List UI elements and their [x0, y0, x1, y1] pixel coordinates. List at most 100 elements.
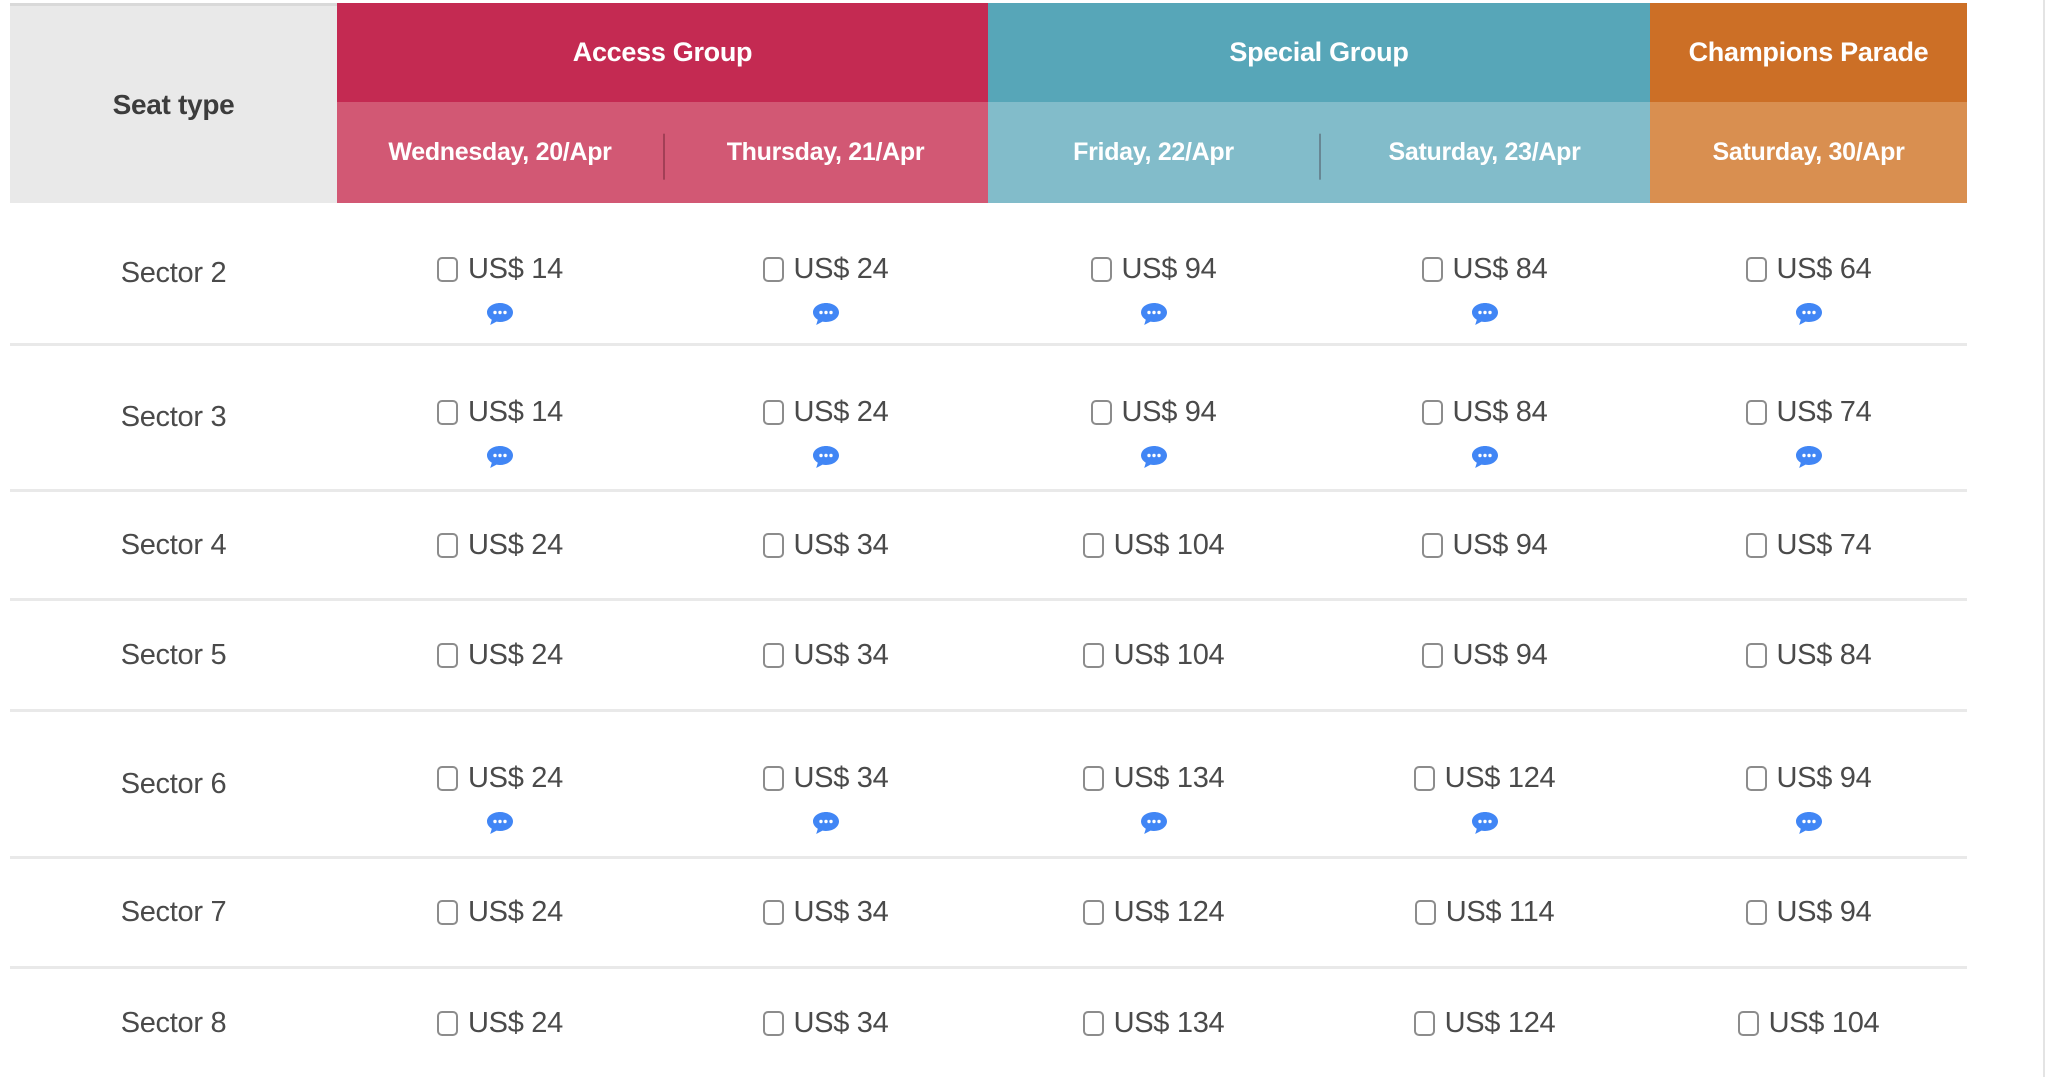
price-checkbox[interactable] [437, 257, 459, 282]
price-option[interactable]: US$ 134 [1082, 1007, 1225, 1040]
comment-bubble-icon[interactable] [1140, 302, 1168, 326]
price-option[interactable]: US$ 124 [1413, 762, 1556, 795]
price-option[interactable]: US$ 94 [1745, 762, 1872, 795]
price-option[interactable]: US$ 94 [1421, 529, 1548, 562]
price-checkbox[interactable] [762, 532, 784, 558]
comment-bubble-icon[interactable] [1140, 445, 1168, 469]
price-option[interactable]: US$ 24 [762, 253, 889, 286]
price-option[interactable]: US$ 94 [1090, 396, 1217, 429]
price-option[interactable]: US$ 74 [1745, 529, 1872, 562]
comment-bubble-icon[interactable] [812, 445, 840, 469]
price-checkbox[interactable] [1745, 400, 1767, 425]
comment-bubble-icon[interactable] [812, 302, 840, 326]
price-checkbox[interactable] [1082, 900, 1104, 925]
price-checkbox[interactable] [437, 1010, 459, 1036]
price-option[interactable]: US$ 94 [1745, 896, 1872, 929]
price-checkbox[interactable] [762, 400, 784, 425]
price-option[interactable]: US$ 104 [1737, 1007, 1880, 1040]
price-checkbox[interactable] [762, 900, 784, 925]
table-row: Sector 7 US$ 24 US$ 34 [10, 859, 1967, 969]
price-checkbox[interactable] [1421, 642, 1443, 668]
price-option[interactable]: US$ 24 [437, 762, 563, 795]
price-label: US$ 24 [468, 1006, 563, 1039]
price-checkbox[interactable] [1413, 1010, 1435, 1036]
price-checkbox[interactable] [1745, 257, 1767, 282]
price-cell: US$ 84 [1319, 346, 1650, 489]
comment-bubble-icon[interactable] [1140, 811, 1168, 835]
table-row: Sector 6 US$ 24 US$ 34 [10, 712, 1967, 859]
price-option[interactable]: US$ 34 [762, 896, 889, 929]
price-checkbox[interactable] [1737, 1010, 1759, 1036]
price-checkbox[interactable] [1090, 400, 1112, 425]
price-checkbox[interactable] [437, 900, 459, 925]
price-checkbox[interactable] [762, 257, 784, 282]
price-checkbox[interactable] [1421, 532, 1443, 558]
price-cell: US$ 94 [1319, 492, 1650, 598]
price-option[interactable]: US$ 84 [1421, 396, 1548, 429]
price-checkbox[interactable] [437, 532, 459, 558]
seat-type-cell: Sector 4 [10, 492, 337, 598]
price-cell: US$ 74 [1650, 346, 1967, 489]
comment-bubble-icon[interactable] [1471, 445, 1499, 469]
price-option[interactable]: US$ 24 [762, 396, 889, 429]
price-checkbox[interactable] [1090, 257, 1112, 282]
comment-bubble-icon[interactable] [486, 811, 514, 835]
price-option[interactable]: US$ 74 [1745, 396, 1872, 429]
price-checkbox[interactable] [1082, 1010, 1104, 1036]
price-option[interactable]: US$ 24 [437, 896, 563, 929]
table-row: Sector 8 US$ 24 US$ 34 [10, 969, 1967, 1077]
price-option[interactable]: US$ 14 [437, 396, 563, 429]
price-option[interactable]: US$ 84 [1745, 638, 1872, 672]
price-checkbox[interactable] [1745, 766, 1767, 791]
price-checkbox[interactable] [762, 766, 784, 791]
price-option[interactable]: US$ 114 [1414, 896, 1555, 929]
price-option[interactable]: US$ 134 [1082, 762, 1225, 795]
price-cell: US$ 24 [337, 492, 663, 598]
price-checkbox[interactable] [1745, 642, 1767, 668]
price-option[interactable]: US$ 104 [1082, 529, 1225, 562]
price-checkbox[interactable] [1421, 257, 1443, 282]
comment-bubble-icon[interactable] [1471, 302, 1499, 326]
comment-bubble-icon[interactable] [1471, 811, 1499, 835]
group-header-champions-parade: Champions Parade [1650, 3, 1967, 102]
price-option[interactable]: US$ 94 [1421, 639, 1548, 672]
price-checkbox[interactable] [1414, 900, 1436, 925]
price-option[interactable]: US$ 94 [1090, 253, 1217, 286]
price-option[interactable]: US$ 24 [437, 1007, 563, 1040]
price-checkbox[interactable] [1745, 532, 1767, 558]
price-cell: US$ 14 [337, 346, 663, 489]
price-checkbox[interactable] [1413, 766, 1435, 791]
date-header-thu-21-apr: Thursday, 21/Apr [663, 102, 988, 203]
price-option[interactable]: US$ 84 [1421, 253, 1548, 286]
comment-bubble-icon[interactable] [486, 302, 514, 326]
price-cell: US$ 104 [988, 492, 1319, 598]
price-option[interactable]: US$ 34 [762, 1007, 889, 1040]
comment-bubble-icon[interactable] [1795, 811, 1823, 835]
price-checkbox[interactable] [437, 642, 459, 668]
price-checkbox[interactable] [437, 766, 459, 791]
price-checkbox[interactable] [1745, 900, 1767, 925]
price-option[interactable]: US$ 34 [762, 762, 889, 795]
price-option[interactable]: US$ 124 [1082, 896, 1225, 929]
comment-bubble-icon[interactable] [1795, 445, 1823, 469]
price-option[interactable]: US$ 14 [437, 253, 563, 286]
price-checkbox[interactable] [1421, 400, 1443, 425]
comment-bubble-icon[interactable] [1795, 302, 1823, 326]
comment-bubble-icon[interactable] [812, 811, 840, 835]
price-label: US$ 24 [468, 896, 563, 928]
price-option[interactable]: US$ 34 [762, 529, 889, 562]
price-checkbox[interactable] [1082, 532, 1104, 558]
price-option[interactable]: US$ 124 [1413, 1007, 1556, 1040]
price-label: US$ 84 [1776, 638, 1872, 671]
price-option[interactable]: US$ 104 [1082, 639, 1225, 672]
price-checkbox[interactable] [437, 400, 459, 425]
price-checkbox[interactable] [1082, 642, 1104, 668]
comment-bubble-icon[interactable] [486, 445, 514, 469]
price-option[interactable]: US$ 34 [762, 639, 889, 672]
price-option[interactable]: US$ 64 [1745, 253, 1872, 286]
price-option[interactable]: US$ 24 [437, 639, 563, 672]
price-checkbox[interactable] [762, 642, 784, 668]
price-option[interactable]: US$ 24 [437, 529, 563, 562]
price-checkbox[interactable] [762, 1010, 784, 1036]
price-checkbox[interactable] [1082, 766, 1104, 791]
